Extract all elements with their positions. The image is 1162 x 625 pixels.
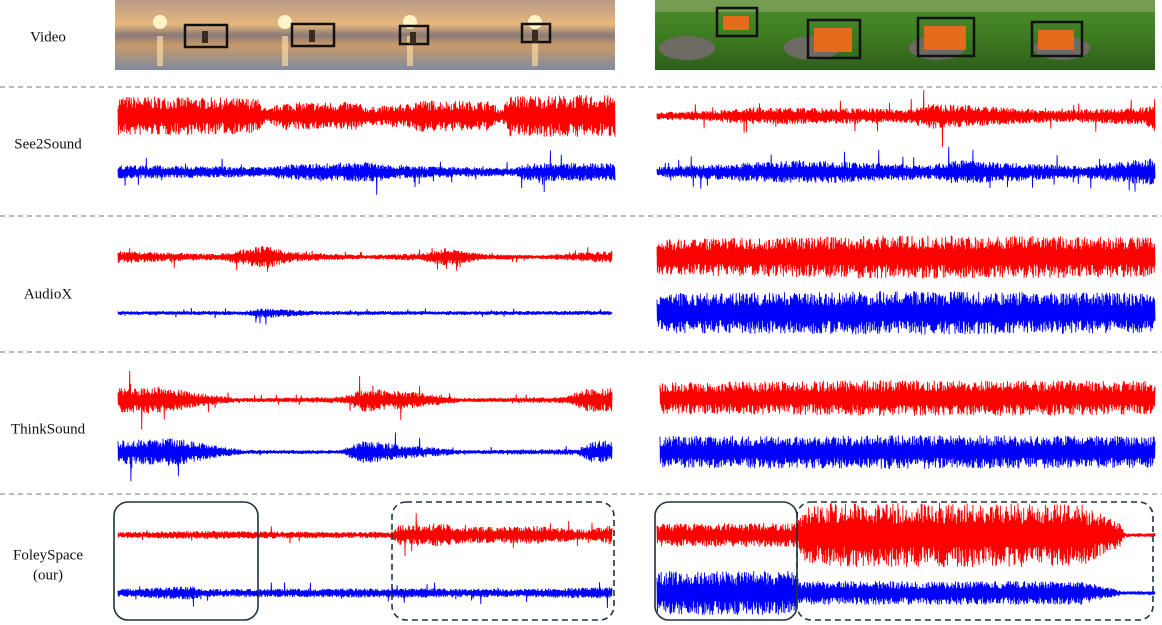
row-note: (our) — [33, 567, 63, 583]
kayak — [309, 30, 315, 42]
row-label: AudioX — [24, 286, 73, 302]
waveforms — [117, 90, 1156, 616]
waveform — [117, 582, 613, 609]
reflection — [282, 36, 288, 66]
box — [290, 22, 336, 48]
row-label: See2Sound — [14, 136, 82, 152]
mower — [924, 26, 966, 50]
waveform — [117, 370, 613, 430]
highlight-boxes — [113, 501, 1154, 621]
video-frame — [490, 0, 615, 70]
mower — [723, 16, 749, 30]
waveform — [656, 291, 1156, 335]
waveform — [656, 235, 1156, 279]
wheelbarrow — [659, 36, 715, 60]
video-frame — [115, 0, 240, 70]
waveform — [656, 570, 1156, 616]
highlight-box — [796, 501, 1154, 621]
highlight-box — [113, 501, 259, 621]
box — [916, 16, 976, 58]
path — [1030, 0, 1155, 12]
reflection — [157, 36, 163, 66]
waveform — [117, 513, 613, 557]
waveform — [656, 90, 1156, 148]
mower — [814, 28, 852, 52]
waveform — [117, 246, 613, 272]
box — [183, 23, 229, 49]
waveform — [656, 502, 1156, 568]
row-label: FoleySpace — [13, 547, 83, 563]
reflection — [407, 36, 413, 66]
waveform — [117, 150, 616, 195]
sun — [153, 15, 167, 29]
sun — [528, 15, 542, 29]
box — [715, 6, 759, 38]
video-frames — [115, 0, 1155, 70]
path — [905, 0, 1030, 12]
waveform — [656, 146, 1156, 192]
highlight-box — [391, 501, 615, 621]
kayak — [532, 30, 538, 42]
video-frame — [240, 0, 365, 70]
kayak — [410, 32, 416, 44]
kayak — [202, 31, 208, 43]
reflection — [532, 36, 538, 66]
waveform — [117, 432, 613, 482]
box — [806, 18, 862, 60]
waveform — [117, 307, 613, 325]
mower — [1038, 30, 1074, 50]
path — [780, 0, 905, 12]
waveform — [659, 435, 1156, 469]
box — [1030, 20, 1084, 58]
row-label: ThinkSound — [11, 421, 86, 437]
waveform — [659, 380, 1156, 416]
sun — [278, 15, 292, 29]
row-label: Video — [30, 29, 66, 45]
waveform — [117, 95, 616, 137]
highlight-box — [654, 501, 798, 621]
